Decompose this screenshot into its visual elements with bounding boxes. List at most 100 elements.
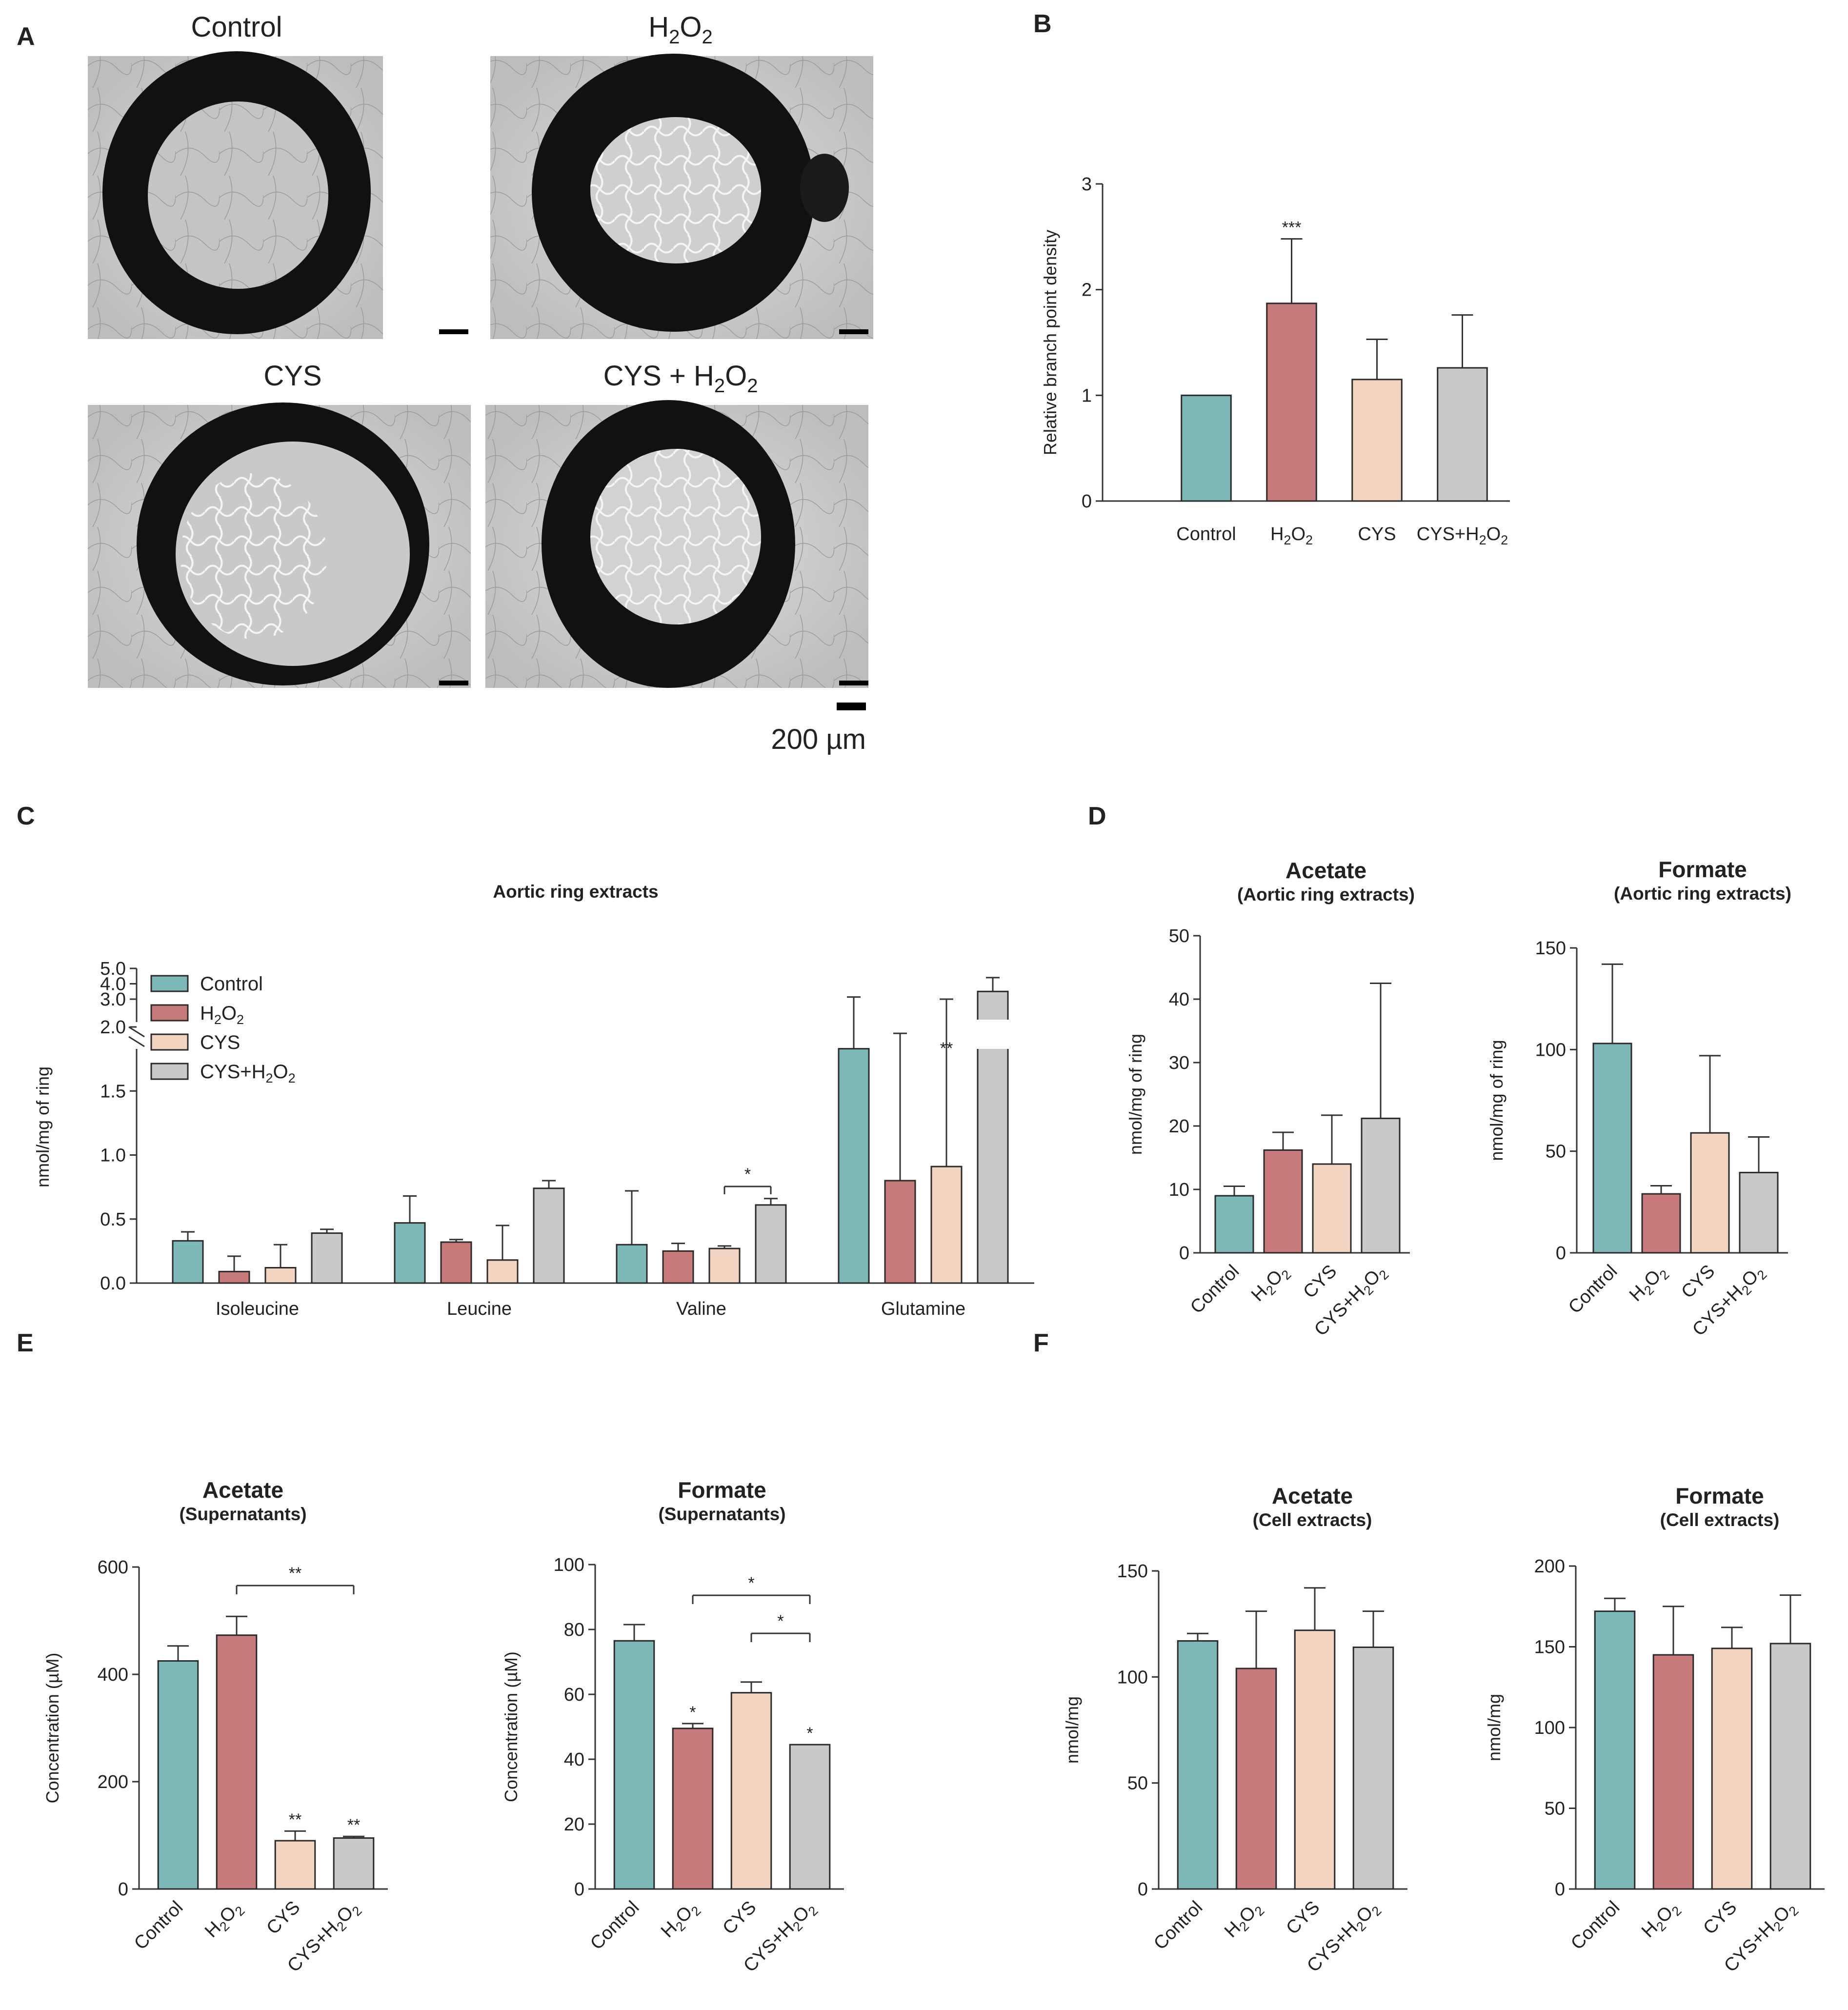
bracket-label: **	[289, 1564, 301, 1583]
category-label: H2O2	[1626, 1261, 1672, 1308]
legend-label: Control	[200, 973, 263, 995]
chart-f1: Acetate(Cell extracts) 0 50 100 150 nmol/mg Co…	[1062, 1483, 1407, 1976]
panel-letter-b: B	[1033, 10, 1052, 38]
bar-cys	[1711, 1648, 1753, 1890]
category-label: Control	[586, 1897, 643, 1954]
bar-leucine-0	[394, 1222, 426, 1284]
panel-letter-d: D	[1088, 802, 1106, 830]
legend-label: CYS+H2O2	[200, 1061, 296, 1085]
y-tick-label: 150	[1535, 938, 1566, 959]
category-label: CYS+H2O2	[1417, 524, 1508, 547]
y-tick-label: 1	[1082, 385, 1092, 406]
micrograph-control	[88, 51, 468, 339]
scale-bar	[837, 703, 866, 710]
y-tick-label: 1.0	[100, 1146, 126, 1166]
category-label: CYS	[1699, 1897, 1741, 1939]
category-label: Control	[1567, 1897, 1624, 1954]
chart-title: Acetate	[1286, 858, 1366, 883]
legend-label: H2O2	[200, 1003, 244, 1027]
chart-e1: Acetate(Supernatants) 0 200 400 600 Concentra…	[42, 1477, 388, 1976]
chart-subtitle: (Cell extracts)	[1253, 1510, 1372, 1530]
bar-valine-1	[662, 1250, 694, 1284]
chart-subtitle: (Aortic ring extracts)	[1614, 884, 1791, 904]
bar-control	[1214, 1195, 1254, 1254]
category-label: Control	[1176, 524, 1236, 544]
bar-cys-h2o2	[789, 1744, 831, 1890]
y-axis-label: nmol/mg of ring	[1125, 1034, 1145, 1155]
bar-h2o2	[1263, 1149, 1303, 1254]
y-tick-label: 150	[1117, 1561, 1148, 1582]
chart-subtitle: (Cell extracts)	[1660, 1510, 1780, 1530]
bar-cys-h2o2	[1769, 1643, 1811, 1890]
chart-b: 0 1 2 3 Relative branch point density Control…	[1040, 174, 1510, 547]
significance-mark: *	[689, 1703, 696, 1722]
y-axis-label: Relative branch point density	[1040, 230, 1060, 455]
chart-d2: Formate(Aortic ring extracts) 0 50 100 150 nm…	[1486, 857, 1791, 1340]
category-label: CYS	[1299, 1261, 1341, 1303]
bar-control	[1592, 1043, 1632, 1254]
y-tick-label: 3	[1082, 174, 1092, 195]
panel-a: Control H2O2 CYS	[88, 11, 873, 755]
bar-break-gap	[976, 1020, 1010, 1049]
y-tick-label: 0	[1082, 491, 1092, 512]
legend-swatch	[150, 975, 189, 992]
category-label: Control	[1150, 1897, 1206, 1954]
y-tick-label: 0	[1556, 1243, 1566, 1264]
micrograph-h2o2	[490, 54, 873, 339]
y-tick-label: 40	[564, 1749, 584, 1770]
y-tick-label: 40	[1169, 989, 1189, 1010]
y-tick-label: 200	[1534, 1556, 1565, 1577]
category-label: Control	[1565, 1261, 1621, 1318]
bar-valine-3	[755, 1204, 787, 1284]
y-tick-label: 0	[1555, 1879, 1565, 1900]
scale-bar-label: 200 µm	[771, 724, 866, 755]
group-label: Isoleucine	[216, 1299, 299, 1319]
category-label: CYS	[262, 1897, 304, 1939]
category-label: H2O2	[1247, 1261, 1294, 1308]
y-tick-label: 1.5	[100, 1081, 126, 1102]
category-label: Control	[1186, 1261, 1243, 1318]
bar-cys	[1690, 1132, 1730, 1254]
bar-cys-h2o2	[1361, 1117, 1401, 1254]
bar-control	[613, 1640, 655, 1890]
legend-swatch	[150, 1063, 189, 1080]
y-tick-label: 4.0	[100, 974, 126, 995]
bar-glutamine-0	[838, 1048, 870, 1284]
bar-control	[1181, 394, 1232, 502]
significance-mark: *	[806, 1724, 813, 1743]
bar-glutamine-2	[930, 1166, 963, 1284]
group-label: Valine	[676, 1299, 726, 1319]
y-tick-label: 600	[98, 1557, 128, 1578]
category-label: H2O2	[1638, 1897, 1685, 1944]
bar-cys	[1294, 1629, 1336, 1890]
y-tick-label: 30	[1169, 1053, 1189, 1073]
y-tick-label: 100	[1117, 1667, 1148, 1688]
image-label-control: Control	[191, 11, 282, 43]
chart-subtitle: (Supernatants)	[179, 1504, 306, 1524]
category-label: H2O2	[1221, 1897, 1267, 1944]
y-tick-label: 100	[554, 1555, 584, 1575]
bar-isoleucine-0	[172, 1240, 204, 1284]
category-label: CYS	[1358, 524, 1396, 544]
bar-cys	[274, 1840, 316, 1890]
image-label-cys: CYS	[263, 360, 321, 392]
bar-cys	[1312, 1163, 1352, 1254]
category-label: H2O2	[1270, 524, 1313, 547]
y-tick-label: 60	[564, 1685, 584, 1705]
bar-control	[1594, 1610, 1636, 1890]
category-label: CYS	[1677, 1261, 1719, 1303]
bracket-label: *	[744, 1165, 751, 1184]
legend-label: CYS	[200, 1032, 240, 1053]
significance-mark: **	[940, 1039, 953, 1058]
bar-leucine-3	[533, 1187, 565, 1284]
bar-isoleucine-1	[218, 1270, 250, 1284]
chart-subtitle: (Aortic ring extracts)	[1237, 884, 1415, 904]
y-tick-label: 80	[564, 1620, 584, 1640]
y-axis-label: nmol/mg	[1062, 1696, 1082, 1764]
chart-title: Formate	[1658, 857, 1747, 882]
bar-isoleucine-3	[311, 1232, 343, 1284]
category-label: Control	[130, 1897, 187, 1954]
bracket-label: *	[748, 1574, 754, 1592]
image-label-h2o2: H2O2	[648, 11, 713, 48]
